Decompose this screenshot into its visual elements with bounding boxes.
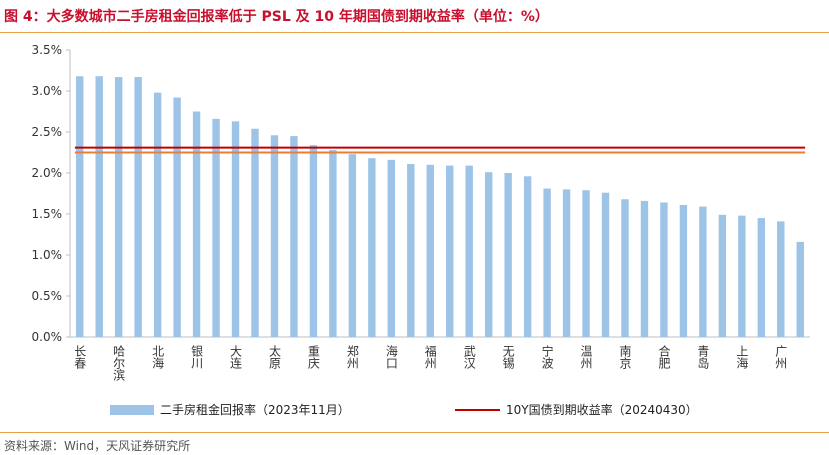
footer-divider xyxy=(0,432,829,433)
y-tick-label: 1.0% xyxy=(32,248,63,262)
y-tick-label: 2.5% xyxy=(32,125,63,139)
category-labels: 长春 哈尔滨 北海 银川 大连 太原 重庆 郑州 海口 福州 武汉 无锡 宁波 温州 南京 合肥 青岛 上海 广州 xyxy=(73,344,788,381)
bar-5 xyxy=(173,97,181,337)
bar-16 xyxy=(387,159,396,337)
category-label: 大连 xyxy=(229,345,243,370)
y-tick-label: 0.0% xyxy=(32,330,63,344)
category-label: 银川 xyxy=(190,345,204,369)
bar-24 xyxy=(543,188,551,337)
bar-series xyxy=(76,76,804,338)
category-label: 郑州 xyxy=(345,344,359,369)
category-label: 温州 xyxy=(579,345,593,369)
bar-22 xyxy=(504,173,512,337)
bar-chart: 长春 哈尔滨 北海 银川 大连 太原 重庆 郑州 海口 福州 武汉 无锡 宁波 温州 南京 合肥 青岛 上海 广州 … xyxy=(32,43,810,417)
legend-line-label: 10Y国债到期收益率（20240430） xyxy=(506,402,698,417)
y-tick-label: 2.0% xyxy=(32,166,63,180)
bar-31 xyxy=(679,204,688,337)
chart-title: 图 4：大多数城市二手房租金回报率低于 PSL 及 10 年期国债到期收益率（单… xyxy=(4,9,549,25)
bar-1 xyxy=(95,76,103,338)
y-tick-label: 0.5% xyxy=(32,289,63,303)
bar-20 xyxy=(465,165,473,337)
category-label: 北海 xyxy=(151,345,165,369)
bar-30 xyxy=(660,202,668,337)
category-label: 广州 xyxy=(774,345,788,369)
bar-29 xyxy=(640,200,649,337)
bar-8 xyxy=(231,121,240,337)
bar-2 xyxy=(114,77,123,337)
bar-11 xyxy=(290,136,298,337)
legend-bar-label: 二手房租金回报率（2023年11月） xyxy=(160,402,350,417)
source-note: 资料来源：Wind，天风证券研究所 xyxy=(4,439,191,453)
category-label: 上海 xyxy=(735,345,749,369)
category-label: 南京 xyxy=(618,344,632,370)
bar-7 xyxy=(212,118,220,337)
bar-36 xyxy=(777,221,785,337)
bar-13 xyxy=(329,150,337,337)
bar-9 xyxy=(251,128,259,337)
bar-15 xyxy=(368,158,376,337)
y-tick-label: 3.0% xyxy=(32,84,63,98)
bar-12 xyxy=(309,145,318,337)
category-label: 长春 xyxy=(73,345,87,370)
category-label: 海口 xyxy=(384,344,398,369)
y-tick-label: 3.5% xyxy=(32,43,63,57)
legend: 二手房租金回报率（2023年11月） 10Y国债到期收益率（20240430） xyxy=(110,402,698,417)
bar-25 xyxy=(562,189,571,337)
bar-3 xyxy=(134,77,142,337)
legend-bar-swatch xyxy=(110,405,154,415)
bar-23 xyxy=(523,176,532,337)
bar-34 xyxy=(738,215,746,337)
bar-26 xyxy=(582,190,590,337)
category-label: 合肥 xyxy=(657,344,671,369)
reference-lines xyxy=(74,146,806,154)
bar-27 xyxy=(601,192,610,337)
bar-33 xyxy=(718,214,727,337)
category-label: 武汉 xyxy=(462,345,476,369)
bar-18 xyxy=(426,164,434,337)
bar-6 xyxy=(192,111,201,337)
bar-32 xyxy=(699,206,707,337)
bar-14 xyxy=(348,154,357,337)
bar-28 xyxy=(621,199,629,337)
category-label: 青岛 xyxy=(696,345,710,370)
title-divider xyxy=(0,32,829,33)
bar-35 xyxy=(757,218,766,337)
category-label: 福州 xyxy=(423,344,437,369)
y-tick-labels: 0.0% 0.5% 1.0% 1.5% 2.0% 2.5% 3.0% 3.5% xyxy=(32,43,63,344)
bar-4 xyxy=(153,92,162,337)
category-label: 哈尔滨 xyxy=(112,345,126,381)
y-tick-label: 1.5% xyxy=(32,207,63,221)
category-label: 太原 xyxy=(267,344,281,369)
bar-19 xyxy=(446,165,454,337)
category-label: 重庆 xyxy=(306,345,320,369)
category-label: 无锡 xyxy=(501,345,515,370)
bar-17 xyxy=(407,163,415,337)
bar-0 xyxy=(76,76,84,338)
category-label: 宁波 xyxy=(540,344,554,370)
bar-10 xyxy=(270,135,279,337)
bar-37 xyxy=(796,241,804,337)
bar-21 xyxy=(484,172,493,337)
